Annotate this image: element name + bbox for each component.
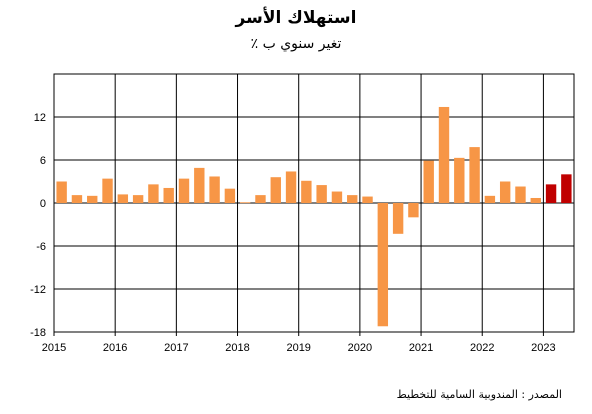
bar xyxy=(438,106,450,203)
bar xyxy=(87,195,98,203)
bar xyxy=(178,178,190,203)
bar xyxy=(545,184,557,203)
x-tick-label: 2018 xyxy=(225,342,249,354)
label-layer: -18 -12 -6 0 6 12 2015 2016 2017 2018 2019 2020 2021… xyxy=(30,112,556,354)
bar xyxy=(423,160,434,203)
x-tick-label: 2015 xyxy=(42,342,66,354)
bar xyxy=(454,157,465,203)
bar xyxy=(515,186,526,203)
x-tick-label: 2022 xyxy=(470,342,494,354)
source-note: المصدر : المندوبية السامية للتخطيط xyxy=(396,388,562,401)
bar xyxy=(209,176,220,203)
bar xyxy=(377,203,389,327)
bar xyxy=(132,195,144,203)
grid-layer xyxy=(54,74,574,333)
bar xyxy=(316,185,327,203)
x-tick-label: 2023 xyxy=(531,342,555,354)
bar xyxy=(499,181,511,203)
bar xyxy=(255,195,266,203)
x-tick-label: 2019 xyxy=(286,342,310,354)
x-tick-label: 2021 xyxy=(409,342,433,354)
bar xyxy=(285,171,297,203)
x-tick-label: 2016 xyxy=(103,342,127,354)
y-tick-label: -18 xyxy=(30,327,46,339)
y-tick-label: 0 xyxy=(40,198,46,210)
bar xyxy=(469,147,480,203)
bar xyxy=(117,194,129,203)
bar xyxy=(163,187,174,203)
bar xyxy=(530,197,541,203)
y-tick-label: -6 xyxy=(36,241,46,253)
chart-subtitle: تغير سنوي ب ٪ xyxy=(250,36,342,52)
bar xyxy=(408,203,419,218)
bar xyxy=(347,195,358,203)
bar xyxy=(56,181,67,203)
x-tick-label: 2020 xyxy=(348,342,372,354)
y-tick-label: 6 xyxy=(40,155,46,167)
bar xyxy=(224,188,236,203)
bar xyxy=(392,203,404,234)
bar xyxy=(194,167,205,203)
bar-layer xyxy=(56,106,572,327)
bar xyxy=(239,202,251,204)
chart-title: استهلاك الأسر xyxy=(235,8,357,28)
bar xyxy=(484,195,496,203)
axis-layer xyxy=(53,73,575,336)
y-tick-label: -12 xyxy=(30,284,46,296)
bar xyxy=(71,195,83,203)
bar xyxy=(270,177,281,203)
bar xyxy=(561,174,572,203)
bar xyxy=(148,184,159,203)
bar xyxy=(102,178,113,203)
y-tick-label: 12 xyxy=(34,112,46,124)
x-tick-label: 2017 xyxy=(164,342,188,354)
bar xyxy=(362,196,373,203)
bar xyxy=(331,191,343,203)
plot-frame xyxy=(53,73,575,333)
bar xyxy=(301,180,312,203)
